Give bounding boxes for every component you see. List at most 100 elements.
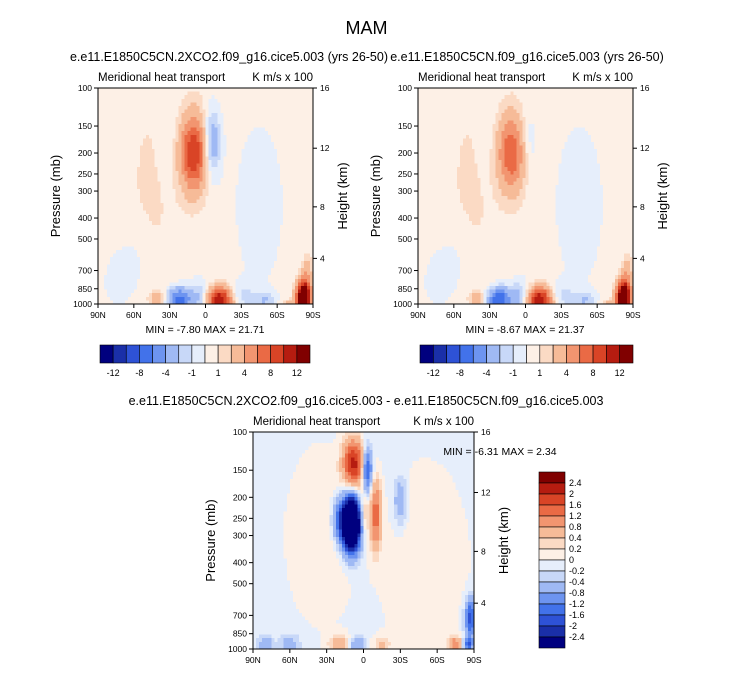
p1-cell: [98, 142, 102, 147]
p1-cell: [283, 91, 287, 96]
p1-cell: [181, 88, 186, 93]
p1-cell: [115, 134, 120, 139]
p1-cell: [148, 124, 153, 129]
p1-cell: [145, 109, 150, 114]
p1-cell: [286, 145, 290, 150]
p1-cell: [184, 113, 189, 118]
p1-cell: [121, 127, 126, 132]
p1-cell: [223, 138, 228, 143]
p1-cell: [274, 109, 278, 114]
p1-cell: [190, 120, 195, 125]
p1-cell: [163, 98, 168, 103]
p1-cell: [124, 134, 129, 139]
p1-cell: [199, 124, 204, 129]
p1-cell: [199, 91, 204, 96]
p1-cell: [172, 116, 177, 121]
p1-cell: [109, 120, 114, 125]
p1-cell: [154, 145, 159, 150]
p1-cell: [232, 145, 236, 150]
p1-cell: [202, 127, 207, 132]
p1-ytick-label: 400: [78, 213, 92, 223]
p1-cell: [259, 116, 263, 121]
p1-cell: [226, 134, 230, 139]
p1-cell: [214, 134, 219, 139]
p1-cell: [256, 124, 260, 129]
p1-cell: [142, 109, 147, 114]
p1-cell: [130, 142, 135, 147]
p1-cell: [295, 138, 299, 143]
p1-cell: [163, 138, 168, 143]
p1-cell: [193, 116, 198, 121]
p1-cell: [169, 131, 174, 136]
p1-cell: [292, 113, 296, 118]
p1-cell: [190, 98, 195, 103]
p1-cell: [265, 120, 269, 125]
p1-cell: [199, 131, 204, 136]
p1-cell: [190, 109, 195, 114]
p1-cell: [253, 106, 257, 111]
p1-cell: [307, 142, 311, 147]
p1-cell: [130, 109, 135, 114]
p1-cell: [181, 142, 186, 147]
p1-cell: [103, 116, 108, 121]
p1-cell: [154, 95, 159, 100]
p1-cell: [244, 113, 248, 118]
p1-cell: [190, 106, 195, 111]
p1-colorbar-box: [270, 344, 285, 364]
p1-cell: [235, 131, 239, 136]
p1-cell: [187, 116, 192, 121]
p1-cell: [196, 120, 201, 125]
p1-cell: [250, 91, 254, 96]
p1-cell: [205, 134, 210, 139]
p1-ytick-label: 500: [78, 234, 92, 244]
p1-colorbar-label: -12: [107, 368, 120, 378]
p1-cell: [220, 106, 225, 111]
p1-cell: [139, 106, 144, 111]
p1-cell: [298, 138, 302, 143]
p1-cell: [169, 145, 174, 150]
p1-cell: [160, 106, 165, 111]
p1-cell: [214, 109, 219, 114]
p1-cell: [163, 145, 168, 150]
p1-cell: [100, 134, 105, 139]
p1-cell: [304, 134, 308, 139]
p1-cell: [262, 127, 266, 132]
p1-cell: [190, 127, 195, 132]
p1-cell: [301, 120, 305, 125]
p1-cell: [226, 98, 230, 103]
p1-cell: [196, 102, 201, 107]
p1-cell: [172, 127, 177, 132]
p1-cell: [160, 120, 165, 125]
p1-cell: [106, 116, 111, 121]
p1-cell: [136, 134, 141, 139]
p1-cell: [100, 88, 105, 93]
p1-cell: [178, 138, 183, 143]
p1-cell: [214, 131, 219, 136]
p1-cell: [112, 113, 117, 118]
p1-cell: [295, 91, 299, 96]
p1-cell: [148, 98, 153, 103]
p1-cell: [265, 145, 269, 150]
p1-cell: [193, 127, 198, 132]
p1-cell: [202, 109, 207, 114]
p1-cell: [115, 88, 120, 93]
p1-cell: [280, 113, 284, 118]
p1-cell: [253, 116, 257, 121]
p1-cell: [193, 138, 198, 143]
p1-cell: [259, 102, 263, 107]
p1-cell: [280, 124, 284, 129]
p1-cell: [148, 145, 153, 150]
p1-cell: [199, 106, 204, 111]
p1-cell: [112, 91, 117, 96]
p1-cell: [205, 95, 210, 100]
p1-cell: [247, 134, 251, 139]
p1-cell: [235, 138, 239, 143]
p1-cell: [307, 88, 311, 93]
p1-cell: [148, 131, 153, 136]
p1-cell: [253, 102, 257, 107]
p1-cell: [247, 102, 251, 107]
p1-cell: [98, 131, 102, 136]
p1-cell: [301, 98, 305, 103]
p1-cell: [172, 142, 177, 147]
p1-cell: [283, 102, 287, 107]
